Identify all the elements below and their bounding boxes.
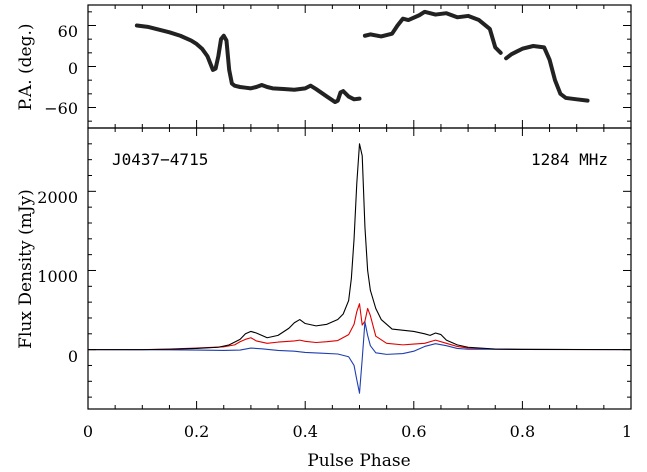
pa-track-1 bbox=[134, 23, 362, 105]
pa-tick-label-minus60: −60 bbox=[44, 99, 78, 118]
pulsar-name-annotation: J0437−4715 bbox=[112, 150, 208, 169]
flux-density-panel: 0 1000 2000 0 0.2 0.4 0.6 0.8 1 J0437−47… bbox=[16, 127, 632, 471]
flux-profile-lines bbox=[87, 143, 632, 394]
flux-tick-labels: 0 1000 2000 0 0.2 0.4 0.6 0.8 1 bbox=[37, 188, 632, 441]
x-tick-label-1: 1 bbox=[622, 422, 632, 441]
x-tick-label-0.6: 0.6 bbox=[401, 422, 426, 441]
x-tick-label-0.2: 0.2 bbox=[184, 422, 209, 441]
flux-tick-label-2000: 2000 bbox=[37, 188, 78, 207]
flux-plot-frame bbox=[87, 127, 632, 410]
pa-tick-marks bbox=[87, 5, 632, 128]
pa-axis-title: P.A. (deg.) bbox=[16, 24, 36, 111]
flux-tick-label-0: 0 bbox=[68, 347, 78, 366]
flux-tick-label-1000: 1000 bbox=[37, 267, 78, 286]
total-intensity-line bbox=[88, 143, 632, 351]
circular-polarization-line bbox=[87, 321, 632, 394]
flux-axis-title: Flux Density (mJy) bbox=[16, 189, 36, 349]
frequency-annotation: 1284 MHz bbox=[531, 150, 608, 169]
pa-tick-label-60: 60 bbox=[58, 22, 78, 41]
position-angle-panel: 60 0 −60 P.A. (deg.) bbox=[16, 4, 632, 129]
x-tick-label-0.8: 0.8 bbox=[510, 422, 535, 441]
flux-tick-marks bbox=[87, 128, 632, 409]
pa-data-points bbox=[134, 9, 590, 105]
pa-track-2 bbox=[362, 9, 503, 55]
x-tick-label-0: 0 bbox=[83, 422, 93, 441]
x-axis-title: Pulse Phase bbox=[307, 451, 410, 471]
x-tick-label-0.4: 0.4 bbox=[292, 422, 317, 441]
pa-tick-labels: 60 0 −60 bbox=[44, 22, 78, 118]
linear-polarization-line bbox=[88, 303, 632, 351]
pa-track-3 bbox=[504, 44, 590, 103]
pa-tick-label-0: 0 bbox=[68, 59, 78, 78]
